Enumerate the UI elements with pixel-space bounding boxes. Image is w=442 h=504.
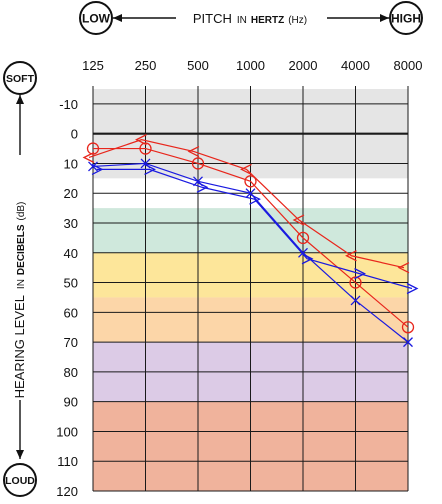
soft-label: SOFT — [6, 73, 35, 85]
grid-layer: -10 0 10 20 30 40 50 60 70 80 90 100 110 120 125 250 500… — [56, 58, 422, 499]
y-tick-label: 120 — [56, 484, 78, 499]
level-arrow-up-head — [16, 95, 24, 104]
x-tick-label: 250 — [135, 58, 157, 73]
data-point-bracket-right — [354, 268, 366, 280]
series-circle — [86, 142, 415, 334]
y-tick-label: 90 — [64, 395, 78, 410]
data-point-circle — [244, 175, 257, 188]
series-line-circle — [93, 147, 409, 328]
y-tick-label: 100 — [56, 424, 78, 439]
data-point-bracket-left — [82, 151, 95, 164]
y-tick-label: -10 — [59, 97, 78, 112]
data-point-bracket-left — [187, 145, 200, 158]
level-axis-title: HEARING LEVELINDECIBELS(dB) — [12, 202, 27, 399]
low-label: LOW — [82, 12, 111, 26]
data-point-circle — [191, 157, 205, 170]
data-point-circle — [86, 142, 100, 155]
low-badge — [79, 1, 113, 35]
level-arrow-down-head — [16, 450, 24, 459]
data-point-circle — [401, 321, 415, 334]
y-tick-label: 110 — [57, 454, 78, 469]
data-point-bracket-right — [196, 181, 209, 193]
y-tick-label: 40 — [64, 246, 78, 261]
pitch-axis-title: PITCH IN HERTZ (Hz) — [193, 11, 307, 26]
data-point-bracket-left — [135, 134, 147, 146]
x-tick-label: 2000 — [289, 58, 318, 73]
x-tick-label: 125 — [82, 58, 104, 73]
y-tick-label: 60 — [64, 305, 78, 320]
x-tick-label: 4000 — [341, 58, 370, 73]
pitch-arrow-right-head — [380, 14, 389, 22]
loud-label: LOUD — [5, 475, 35, 487]
y-tick-label: 30 — [64, 216, 78, 231]
data-point-bracket-right — [91, 163, 104, 175]
y-tick-label: 10 — [64, 156, 78, 171]
data-point-bracket-left — [292, 214, 305, 226]
pitch-arrow-left-head — [113, 14, 122, 22]
series-line-bracket-left — [88, 138, 405, 269]
x-tick-label: 8000 — [394, 58, 423, 73]
data-point-circle — [139, 142, 152, 155]
level-side: SOFT HEARING LEVELINDECIBELS(dB) LOUD — [3, 61, 37, 497]
loud-badge — [3, 463, 37, 497]
data-point-bracket-left — [345, 250, 357, 262]
x-tick-label: 1000 — [236, 58, 265, 73]
data-point-x — [350, 295, 361, 306]
series-line-bracket-right — [97, 168, 413, 290]
data-point-bracket-left — [240, 163, 252, 175]
high-badge — [389, 1, 423, 35]
data-point-circle — [296, 231, 310, 245]
series-bracket-left — [82, 134, 410, 274]
y-tick-label: 50 — [64, 276, 78, 291]
y-tick-label: 70 — [64, 335, 78, 350]
y-tick-label: 20 — [64, 186, 78, 201]
data-point-x — [403, 337, 413, 348]
data-point-bracket-right — [301, 253, 314, 265]
data-point-x — [88, 161, 98, 172]
y-tick-label: 80 — [64, 365, 78, 380]
data-point-bracket-right — [249, 193, 261, 205]
data-point-bracket-right — [406, 282, 419, 295]
data-point-circle — [349, 276, 362, 289]
series-bracket-right — [91, 163, 419, 295]
series-layer — [82, 134, 419, 348]
x-tick-label: 500 — [187, 58, 209, 73]
y-tick-label: 0 — [71, 127, 78, 142]
data-point-bracket-left — [397, 262, 410, 274]
high-label: HIGH — [391, 12, 421, 26]
soft-badge — [3, 61, 37, 95]
data-point-bracket-right — [144, 163, 156, 175]
pitch-header: LOW PITCH IN HERTZ (Hz) HIGH — [79, 1, 423, 35]
